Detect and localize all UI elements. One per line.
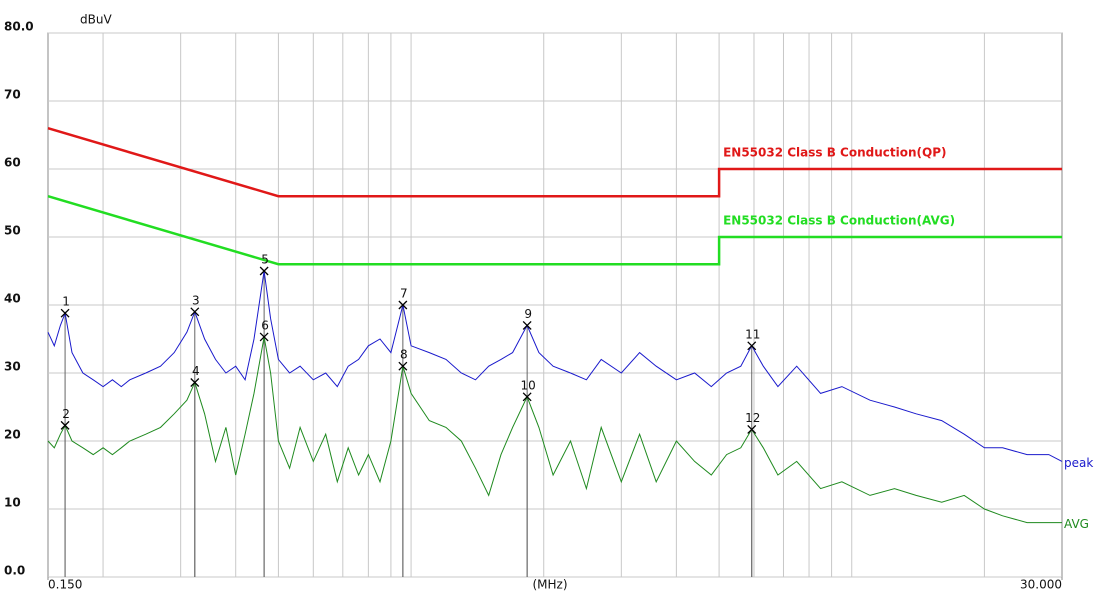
limit-label: EN55032 Class B Conduction(AVG): [723, 214, 955, 228]
x-tick-label: 30.000: [1020, 578, 1062, 592]
series-label: AVG: [1064, 517, 1089, 531]
y-tick-label: 60: [4, 156, 21, 170]
y-tick-label: 50: [4, 224, 21, 238]
marker-label: 1: [62, 295, 70, 309]
marker-label: 11: [745, 327, 760, 341]
limit-line: [47, 127, 1062, 198]
marker-label: 10: [521, 378, 536, 392]
marker-label: 2: [62, 407, 70, 421]
marker-label: 9: [524, 307, 532, 321]
y-axis-label: dBuV: [80, 13, 112, 27]
x-axis-label: (MHz): [532, 578, 567, 592]
y-tick-label: 30: [4, 360, 21, 374]
marker-label: 8: [400, 348, 408, 362]
marker: [259, 266, 269, 276]
y-tick-label: 40: [4, 292, 21, 306]
y-tick-label: 80.0: [4, 20, 34, 34]
marker-label: 6: [261, 318, 269, 332]
x-tick-label: 0.150: [48, 578, 82, 592]
marker-label: 4: [192, 364, 200, 378]
marker: [398, 300, 408, 310]
limit-label: EN55032 Class B Conduction(QP): [723, 146, 946, 160]
marker: [398, 361, 408, 371]
marker-label: 3: [192, 293, 200, 307]
marker: [190, 378, 200, 387]
y-tick-label: 0.0: [4, 564, 25, 578]
series-label: peak: [1064, 456, 1093, 470]
y-tick-label: 70: [4, 88, 21, 102]
limit-line: [47, 195, 1062, 266]
marker: [190, 307, 200, 317]
y-tick-label: 10: [4, 496, 21, 510]
marker: [60, 420, 70, 430]
trace-line: [47, 270, 1063, 462]
marker: [747, 341, 757, 351]
trace-line: [47, 336, 1062, 524]
marker: [522, 392, 532, 402]
marker: [60, 308, 70, 318]
marker: [747, 424, 757, 434]
marker-label: 12: [745, 411, 760, 425]
marker-label: 7: [400, 287, 408, 301]
marker-label: 5: [261, 253, 269, 267]
marker: [522, 320, 532, 330]
y-tick-label: 20: [4, 428, 21, 442]
marker: [259, 332, 269, 342]
